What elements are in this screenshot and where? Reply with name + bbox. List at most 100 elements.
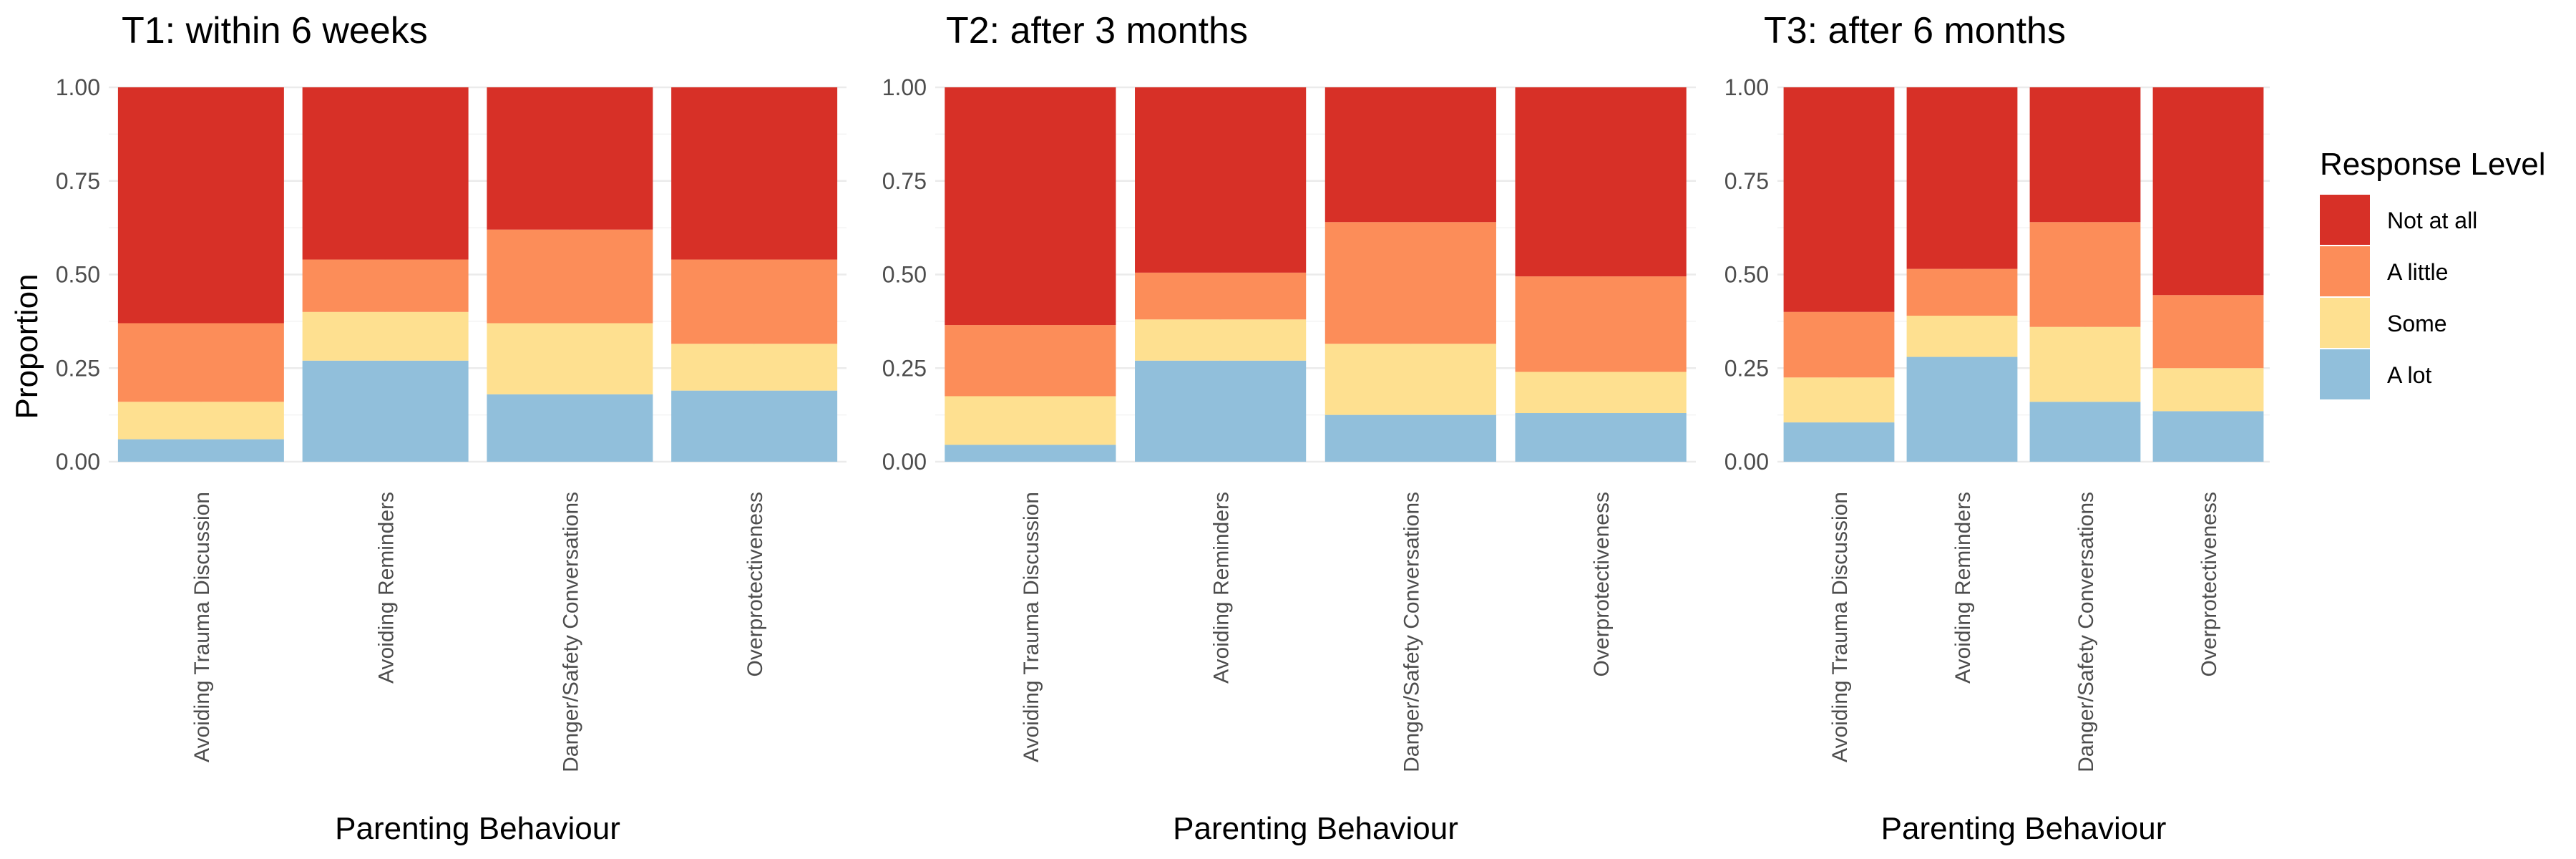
bar-segment-not-at-all — [1783, 87, 1895, 312]
bar-segment-a-lot — [1135, 360, 1307, 462]
x-tick-label: Avoiding Trauma Discussion — [190, 492, 214, 762]
x-axis-title: Parenting Behaviour — [335, 811, 620, 846]
bar-segment-a-little — [1135, 272, 1307, 320]
bar-segment-a-lot — [302, 360, 469, 462]
panel-title: T1: within 6 weeks — [122, 10, 428, 52]
bar-segment-a-little — [117, 323, 284, 402]
y-tick-label: 0.00 — [882, 449, 927, 475]
bar-segment-some — [1783, 377, 1895, 423]
bar-segment-a-little — [2029, 222, 2141, 327]
panel-2: 0.00 0.25 0.50 0.75 1.00 Avoiding Trauma Disc… — [882, 10, 1696, 846]
bar-segment-some — [117, 402, 284, 440]
bar-segment-a-little — [487, 229, 653, 324]
y-tick-label: 0.75 — [882, 168, 927, 194]
x-tick-label: Overprotectiveness — [2197, 492, 2221, 676]
bar-segment-a-little — [2152, 295, 2264, 369]
bars — [945, 87, 1687, 462]
bar-segment-not-at-all — [487, 87, 653, 230]
y-axis-title: Proportion — [9, 273, 44, 419]
panel-title: T3: after 6 months — [1764, 10, 2066, 52]
bar-segment-a-lot — [117, 439, 284, 462]
x-tick-label: Danger/Safety Conversations — [1400, 492, 1423, 772]
x-tick-label: Avoiding Reminders — [1210, 492, 1234, 684]
bar-segment-a-lot — [1906, 356, 2018, 462]
x-tick-label: Avoiding Reminders — [1951, 492, 1975, 684]
bar-segment-not-at-all — [2152, 87, 2264, 296]
bar-segment-a-lot — [945, 445, 1116, 462]
x-tick-label: Danger/Safety Conversations — [559, 492, 582, 772]
bar-segment-some — [1906, 316, 2018, 357]
legend-swatch — [2320, 246, 2370, 296]
y-tick-label: 0.75 — [1724, 168, 1769, 194]
bar-segment-some — [2152, 368, 2264, 412]
y-tick-label: 0.50 — [882, 262, 927, 288]
y-tick-label: 0.50 — [1724, 262, 1769, 288]
bar-segment-not-at-all — [2029, 87, 2141, 223]
y-tick-label: 0.50 — [56, 262, 100, 288]
panel-1: 0.00 0.25 0.50 0.75 1.00 Avoiding Trauma Disc… — [56, 10, 847, 846]
bar-segment-a-little — [945, 325, 1116, 397]
bar-segment-a-little — [1783, 311, 1895, 378]
panels: 0.00 0.25 0.50 0.75 1.00 Avoiding Trauma Disc… — [56, 10, 2270, 846]
bar-segment-not-at-all — [1135, 87, 1307, 273]
bar-segment-some — [2029, 326, 2141, 402]
bar-segment-not-at-all — [671, 87, 838, 260]
bar-segment-not-at-all — [1906, 87, 2018, 269]
legend-label: Some — [2387, 311, 2447, 336]
x-tick-label: Avoiding Reminders — [375, 492, 399, 684]
x-tick-label: Overprotectiveness — [1590, 492, 1614, 676]
bar-segment-some — [1515, 372, 1687, 414]
bars — [1783, 87, 2264, 462]
legend-title: Response Level — [2320, 147, 2546, 182]
x-tick-label: Avoiding Trauma Discussion — [1020, 492, 1043, 762]
y-tick-label: 1.00 — [56, 74, 100, 100]
bar-segment-not-at-all — [945, 87, 1116, 326]
bar-segment-not-at-all — [117, 87, 284, 324]
bar-segment-some — [1324, 344, 1496, 415]
x-axis-title: Parenting Behaviour — [1881, 811, 2167, 846]
x-tick-label: Danger/Safety Conversations — [2074, 492, 2098, 772]
legend-label: A lot — [2387, 362, 2431, 388]
y-tick-label: 0.25 — [1724, 355, 1769, 381]
y-tick-label: 0.25 — [882, 355, 927, 381]
bar-segment-some — [487, 323, 653, 394]
legend-swatch — [2320, 298, 2370, 348]
bar-segment-a-little — [1324, 222, 1496, 344]
y-tick-label: 1.00 — [882, 74, 927, 100]
y-tick-label: 1.00 — [1724, 74, 1769, 100]
legend: Response Level Not at all A little Some A l… — [2320, 147, 2546, 399]
bar-segment-a-lot — [1515, 413, 1687, 462]
bar-segment-some — [671, 344, 838, 391]
y-tick-label: 0.00 — [1724, 449, 1769, 475]
bar-segment-a-lot — [2029, 402, 2141, 462]
bar-segment-a-little — [1515, 276, 1687, 372]
bar-segment-a-little — [1906, 268, 2018, 316]
bar-segment-some — [1135, 319, 1307, 361]
legend-swatch — [2320, 349, 2370, 399]
legend-swatch — [2320, 195, 2370, 245]
x-tick-label: Overprotectiveness — [743, 492, 767, 676]
bar-segment-not-at-all — [1515, 87, 1687, 277]
bar-segment-some — [302, 311, 469, 361]
panel-3: 0.00 0.25 0.50 0.75 1.00 Avoiding Trauma Disc… — [1724, 10, 2270, 846]
x-tick-label: Avoiding Trauma Discussion — [1828, 492, 1852, 762]
legend-label: Not at all — [2387, 208, 2477, 233]
bar-segment-a-lot — [1324, 414, 1496, 462]
bar-segment-a-lot — [2152, 411, 2264, 462]
bars — [117, 87, 838, 462]
legend-label: A little — [2387, 259, 2448, 285]
y-tick-label: 0.75 — [56, 168, 100, 194]
x-axis-title: Parenting Behaviour — [1173, 811, 1458, 846]
legend-items: Not at all A little Some A lot — [2320, 195, 2477, 399]
panel-title: T2: after 3 months — [946, 10, 1248, 52]
bar-segment-a-lot — [1783, 422, 1895, 462]
y-tick-label: 0.00 — [56, 449, 100, 475]
bar-segment-a-lot — [671, 390, 838, 462]
bar-segment-some — [945, 396, 1116, 445]
bar-segment-not-at-all — [302, 87, 469, 260]
bar-segment-not-at-all — [1324, 87, 1496, 223]
bar-segment-a-little — [302, 259, 469, 312]
y-tick-label: 0.25 — [56, 355, 100, 381]
bar-segment-a-lot — [487, 394, 653, 462]
